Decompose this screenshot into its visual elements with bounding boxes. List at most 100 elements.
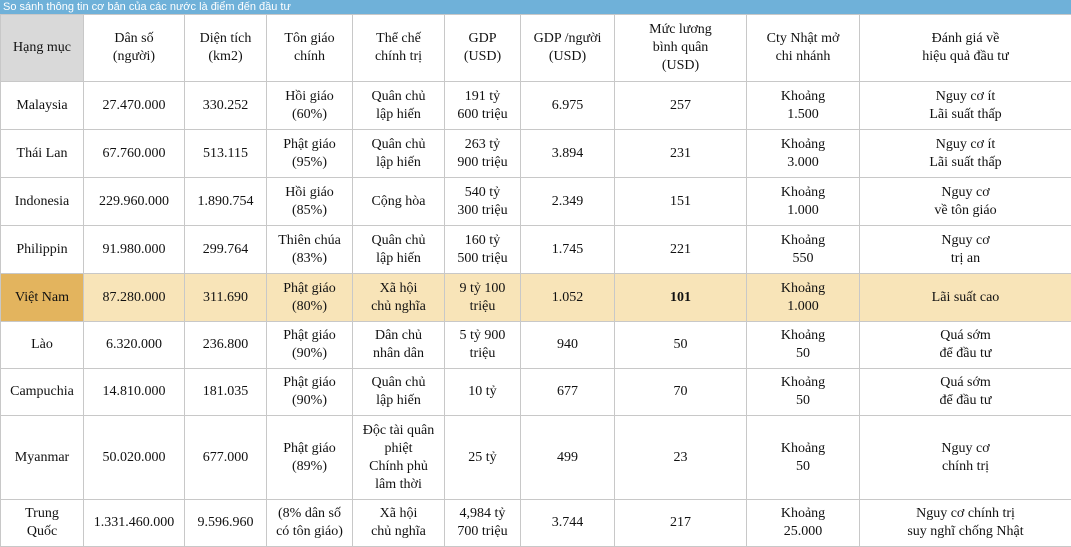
cell-line: Quốc <box>3 523 81 541</box>
cell-line: Phật giáo <box>269 440 350 458</box>
cell-line: Chính phủ <box>355 458 442 476</box>
cell-line: Dân số <box>86 30 182 48</box>
cell-line: 10 tỷ <box>447 383 518 401</box>
cell-line: triệu <box>447 345 518 363</box>
cell-country: Myanmar <box>1 416 84 500</box>
cell-population: 14.810.000 <box>84 369 185 416</box>
cell-line: GDP <box>447 30 518 48</box>
cell-line: 50 <box>617 336 744 354</box>
cell-line: có tôn giáo) <box>269 523 350 541</box>
cell-line: chi nhánh <box>749 48 857 66</box>
cell-line: 67.760.000 <box>86 145 182 163</box>
cell-population: 67.760.000 <box>84 130 185 178</box>
cell-line: chính trị <box>862 458 1069 476</box>
cell-line: Phật giáo <box>269 327 350 345</box>
cell-line: 50 <box>749 458 857 476</box>
cell-line: Quân chủ <box>355 136 442 154</box>
cell-population: 229.960.000 <box>84 178 185 226</box>
cell-salary: 221 <box>615 226 747 274</box>
cell-line: Nguy cơ chính trị <box>862 505 1069 523</box>
cell-line: (USD) <box>523 48 612 66</box>
cell-line: Nguy cơ <box>862 440 1069 458</box>
cell-line: 940 <box>523 336 612 354</box>
cell-gdp-per-capita: 1.745 <box>521 226 615 274</box>
cell-salary: 50 <box>615 322 747 369</box>
cell-line: Khoảng <box>749 184 857 202</box>
cell-salary: 257 <box>615 82 747 130</box>
cell-line: Cộng hòa <box>355 193 442 211</box>
cell-line: chủ nghĩa <box>355 298 442 316</box>
cell-line: 1.052 <box>523 289 612 307</box>
cell-line: 101 <box>617 289 744 307</box>
cell-line: (8% dân số <box>269 505 350 523</box>
cell-area: 677.000 <box>185 416 267 500</box>
cell-area: 330.252 <box>185 82 267 130</box>
cell-line: 14.810.000 <box>86 383 182 401</box>
cell-salary: 217 <box>615 500 747 547</box>
cell-line: 4,984 tỷ <box>447 505 518 523</box>
cell-line: 300 triệu <box>447 202 518 220</box>
cell-evaluation: Lãi suất cao <box>860 274 1071 322</box>
cell-line: 500 triệu <box>447 250 518 268</box>
cell-gdp: 10 tỷ <box>445 369 521 416</box>
cell-religion: Hồi giáo(60%) <box>267 82 353 130</box>
cell-line: (90%) <box>269 392 350 410</box>
cell-line: 50 <box>749 345 857 363</box>
cell-line: Quá sớm <box>862 374 1069 392</box>
cell-line: (85%) <box>269 202 350 220</box>
cell-line: Quân chủ <box>355 232 442 250</box>
cell-line: Lãi suất thấp <box>862 154 1069 172</box>
cell-population: 6.320.000 <box>84 322 185 369</box>
cell-line: Lãi suất thấp <box>862 106 1069 124</box>
cell-line: 900 triệu <box>447 154 518 172</box>
cell-line: Quân chủ <box>355 374 442 392</box>
cell-line: (90%) <box>269 345 350 363</box>
cell-population: 1.331.460.000 <box>84 500 185 547</box>
cell-line: GDP /người <box>523 30 612 48</box>
cell-salary: 151 <box>615 178 747 226</box>
cell-salary: 101 <box>615 274 747 322</box>
cell-line: Malaysia <box>3 97 81 115</box>
cell-line: Lãi suất cao <box>862 289 1069 307</box>
cell-line: Dân chủ <box>355 327 442 345</box>
cell-line: Nguy cơ ít <box>862 88 1069 106</box>
cell-line: Quân chủ <box>355 88 442 106</box>
cell-line: chủ nghĩa <box>355 523 442 541</box>
cell-country: Indonesia <box>1 178 84 226</box>
cell-country: Thái Lan <box>1 130 84 178</box>
cell-line: Nguy cơ ít <box>862 136 1069 154</box>
cell-line: lập hiến <box>355 106 442 124</box>
cell-gdp-per-capita: 499 <box>521 416 615 500</box>
cell-religion: Hồi giáo(85%) <box>267 178 353 226</box>
cell-line: Đánh giá về <box>862 30 1069 48</box>
cell-line: 91.980.000 <box>86 241 182 259</box>
cell-line: 1.500 <box>749 106 857 124</box>
header-area: Diện tích(km2) <box>185 15 267 82</box>
cell-line: Xã hội <box>355 280 442 298</box>
cell-regime: Cộng hòa <box>353 178 445 226</box>
cell-line: Campuchia <box>3 383 81 401</box>
cell-line: 217 <box>617 514 744 532</box>
cell-line: chính trị <box>355 48 442 66</box>
cell-line: 6.975 <box>523 97 612 115</box>
cell-line: 27.470.000 <box>86 97 182 115</box>
